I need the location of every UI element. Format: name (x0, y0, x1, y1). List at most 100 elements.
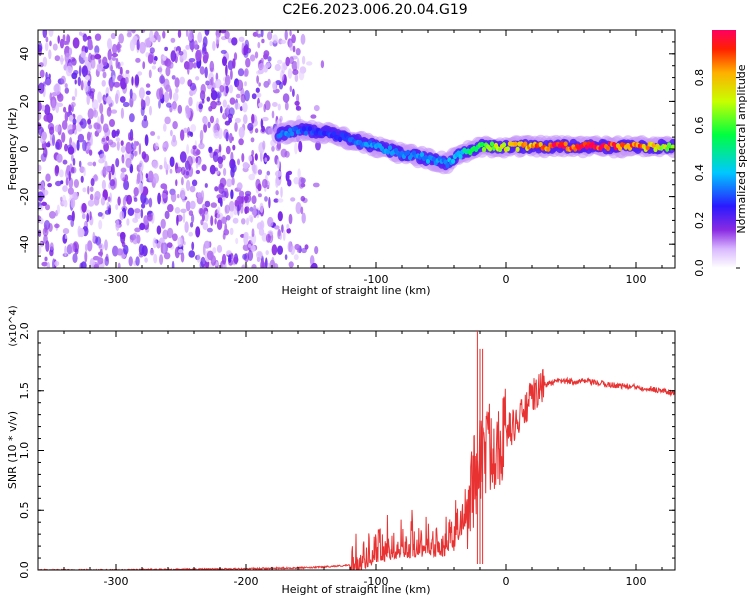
noise-blob (263, 53, 269, 60)
noise-blob (296, 93, 300, 104)
noise-blob (223, 167, 227, 177)
snr-panel: -300 -200 -100 0 100 0.0 0.5 1.0 1.5 2.0 Height … (6, 305, 676, 596)
noise-blob (56, 153, 63, 163)
noise-blob (163, 156, 167, 168)
noise-blob (116, 45, 120, 51)
noise-blob (191, 179, 198, 187)
noise-blob (55, 141, 60, 150)
noise-blob (284, 101, 289, 111)
noise-blob (177, 193, 180, 199)
noise-blob (258, 227, 265, 236)
noise-blob (195, 49, 202, 62)
noise-blob (140, 208, 144, 219)
noise-blob (85, 75, 90, 81)
noise-blob (228, 200, 235, 212)
noise-blob (111, 56, 117, 61)
noise-blob (48, 223, 53, 232)
noise-blob (78, 228, 85, 238)
noise-blob (67, 35, 71, 43)
noise-blob (204, 210, 209, 222)
noise-blob (269, 40, 273, 47)
noise-blob (108, 106, 111, 112)
noise-blob (150, 131, 156, 136)
noise-blob (62, 228, 70, 235)
noise-blob (170, 129, 173, 137)
noise-blob (180, 166, 186, 176)
ridge-segment (431, 156, 436, 162)
noise-blob (244, 81, 247, 87)
noise-blob (82, 139, 87, 152)
noise-blob (80, 80, 84, 91)
colorbar-tick-label: 0.8 (693, 69, 706, 87)
noise-blob (229, 210, 234, 218)
noise-blob (225, 145, 231, 155)
noise-blob (229, 97, 236, 105)
noise-blob (227, 37, 232, 44)
noise-blob (212, 125, 218, 134)
noise-blob (237, 158, 240, 166)
noise-blob (294, 74, 299, 82)
noise-blob (275, 190, 279, 196)
noise-blob (234, 199, 238, 207)
noise-blob (54, 260, 60, 267)
noise-blob (120, 172, 126, 181)
noise-blob (89, 211, 92, 221)
ridge-segment (405, 149, 411, 155)
noise-blob (91, 99, 99, 111)
noise-blob (145, 173, 149, 179)
noise-blob (98, 64, 102, 69)
noise-blob (55, 83, 61, 95)
noise-blob (65, 177, 69, 186)
noise-blob (59, 57, 65, 62)
noise-blob (152, 60, 157, 65)
noise-blob (44, 256, 48, 262)
noise-blob (61, 120, 68, 130)
noise-blob (126, 218, 130, 226)
noise-blob (292, 69, 299, 76)
noise-blob (47, 183, 52, 188)
noise-blob (240, 93, 246, 103)
noise-blob (95, 236, 102, 246)
noise-blob (134, 150, 138, 156)
y-tick-label: 0 (18, 146, 31, 153)
noise-blob (277, 198, 284, 203)
noise-blob (171, 138, 178, 147)
noise-blob (154, 142, 159, 150)
noise-blob (131, 142, 134, 149)
noise-blob (54, 124, 61, 133)
noise-blob (137, 71, 143, 76)
noise-blob (67, 187, 74, 195)
noise-blob (152, 173, 159, 184)
noise-blob (293, 177, 300, 185)
noise-blob (141, 151, 147, 160)
noise-blob (249, 54, 256, 62)
x-tick-label: -300 (104, 273, 129, 286)
noise-blob (261, 38, 265, 44)
noise-blob (104, 256, 109, 267)
noise-blob (161, 192, 167, 199)
noise-blob (228, 107, 235, 116)
noise-blob (41, 131, 47, 141)
noise-blob (111, 163, 115, 176)
noise-blob (248, 243, 252, 248)
ridge-segment (481, 146, 487, 153)
noise-blob (132, 217, 139, 223)
noise-blob (135, 256, 140, 267)
noise-blob (145, 90, 151, 96)
noise-blob (44, 76, 52, 86)
noise-blob (312, 182, 320, 188)
ridge-segment (385, 149, 391, 155)
x-tick-label: -100 (364, 273, 389, 286)
noise-blob (191, 213, 195, 224)
noise-blob (178, 51, 184, 56)
noise-blob (72, 118, 77, 125)
x-tick-label: -100 (364, 575, 389, 588)
noise-blob (158, 65, 163, 75)
noise-blob (94, 45, 100, 55)
noise-blob (81, 65, 88, 78)
noise-blob (138, 182, 144, 194)
noise-blob (208, 106, 213, 112)
noise-blob (180, 129, 185, 141)
ridge-segment (337, 136, 343, 143)
x-tick-label: 100 (626, 273, 647, 286)
